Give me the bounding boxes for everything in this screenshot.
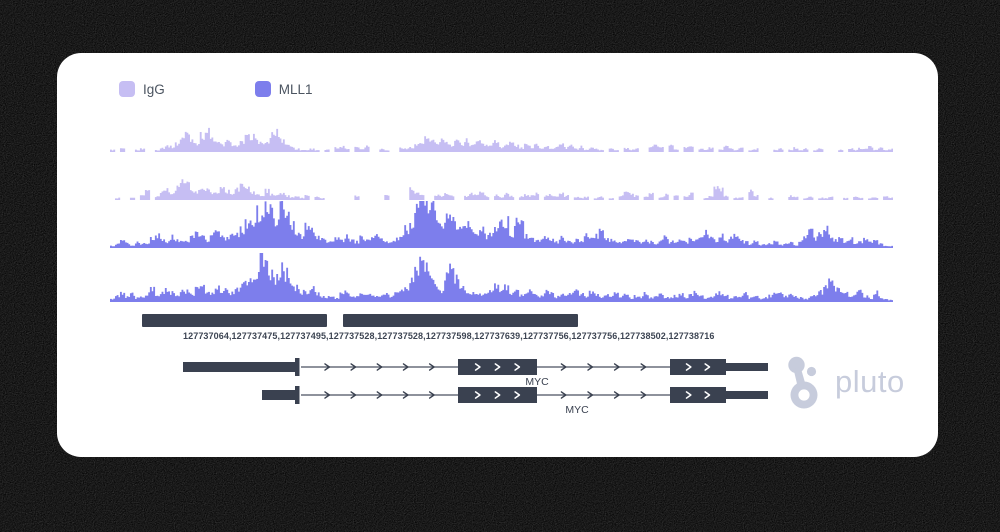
transcript-1-utr-bar: [183, 362, 297, 372]
direction-chevron-icon: [613, 391, 620, 399]
direction-chevron-icon: [514, 363, 521, 371]
genome-browser-card: IgG MLL1 127737064,127737475,127737495,1…: [57, 53, 938, 457]
direction-chevron-icon: [640, 363, 647, 371]
transcript-2-exon-1: [458, 387, 537, 403]
direction-chevron-icon: [402, 363, 409, 371]
direction-chevron-icon: [428, 391, 435, 399]
coverage-track-igg-rep2[interactable]: [110, 170, 894, 200]
direction-chevron-icon: [402, 391, 409, 399]
transcript-1-exon-1: [458, 359, 537, 375]
direction-chevron-icon: [587, 391, 594, 399]
transcript-2-utr-bar: [262, 390, 297, 400]
direction-chevron-icon: [704, 363, 711, 371]
pluto-logo-icon: [788, 356, 818, 409]
coverage-histogram: [114, 179, 894, 200]
pluto-logo-wordmark: pluto: [835, 364, 905, 399]
direction-chevron-icon: [685, 391, 692, 399]
direction-chevron-icon: [587, 363, 594, 371]
mll1-color-swatch: [254, 81, 271, 97]
gene-label-myc: MYC: [525, 376, 549, 388]
coverage-histogram: [110, 253, 894, 302]
direction-chevron-icon: [494, 391, 501, 399]
coverage-track-mll1-rep2[interactable]: [110, 252, 894, 302]
transcript-1-tail-bar: [726, 363, 768, 371]
transcript-2-exon-2: [670, 387, 726, 403]
transcript-2-start-tick: [295, 386, 300, 404]
igg-color-swatch: [119, 81, 135, 97]
coverage-track-igg-rep1[interactable]: [110, 122, 894, 152]
transcript-2-tail-bar: [726, 391, 768, 399]
direction-chevron-icon: [324, 391, 331, 399]
direction-chevron-icon: [685, 363, 692, 371]
direction-chevron-icon: [350, 363, 357, 371]
coverage-signal: [110, 253, 894, 302]
coverage-signal: [110, 127, 894, 152]
gene-label-myc: MYC: [565, 404, 589, 416]
coverage-histogram: [110, 201, 894, 248]
gene-model-track[interactable]: MYC MYC: [110, 353, 893, 417]
peak-region-bar-2[interactable]: [343, 314, 578, 327]
direction-chevron-icon: [324, 363, 331, 371]
direction-chevron-icon: [376, 363, 383, 371]
coverage-signal: [110, 201, 894, 248]
legend-label-mll1: MLL1: [278, 81, 313, 97]
direction-chevron-icon: [428, 363, 435, 371]
direction-chevron-icon: [640, 391, 647, 399]
direction-chevron-icon: [704, 391, 711, 399]
pluto-logo: pluto: [784, 354, 905, 410]
direction-chevron-icon: [474, 391, 481, 399]
track-legend: IgG MLL1: [119, 81, 313, 97]
direction-chevron-icon: [494, 363, 501, 371]
coverage-signal: [114, 179, 894, 200]
peak-call-track: [110, 314, 893, 327]
transcript-1-exon-2: [670, 359, 726, 375]
coverage-histogram: [110, 127, 894, 152]
coverage-track-mll1-rep1[interactable]: [110, 200, 894, 248]
direction-chevron-icon: [474, 363, 481, 371]
legend-label-igg: IgG: [143, 81, 165, 97]
peak-coordinates-text: 127737064,127737475,127737495,127737528,…: [183, 331, 715, 341]
legend-item-mll1[interactable]: MLL1: [254, 81, 313, 97]
transcript-1-start-tick: [295, 358, 300, 376]
direction-chevron-icon: [376, 391, 383, 399]
direction-chevron-icon: [514, 391, 521, 399]
peak-region-bar-1[interactable]: [142, 314, 327, 327]
direction-chevron-icon: [560, 391, 567, 399]
direction-chevron-icon: [560, 363, 567, 371]
direction-chevron-icon: [613, 363, 620, 371]
direction-chevron-icon: [350, 391, 357, 399]
legend-item-igg[interactable]: IgG: [119, 81, 165, 97]
